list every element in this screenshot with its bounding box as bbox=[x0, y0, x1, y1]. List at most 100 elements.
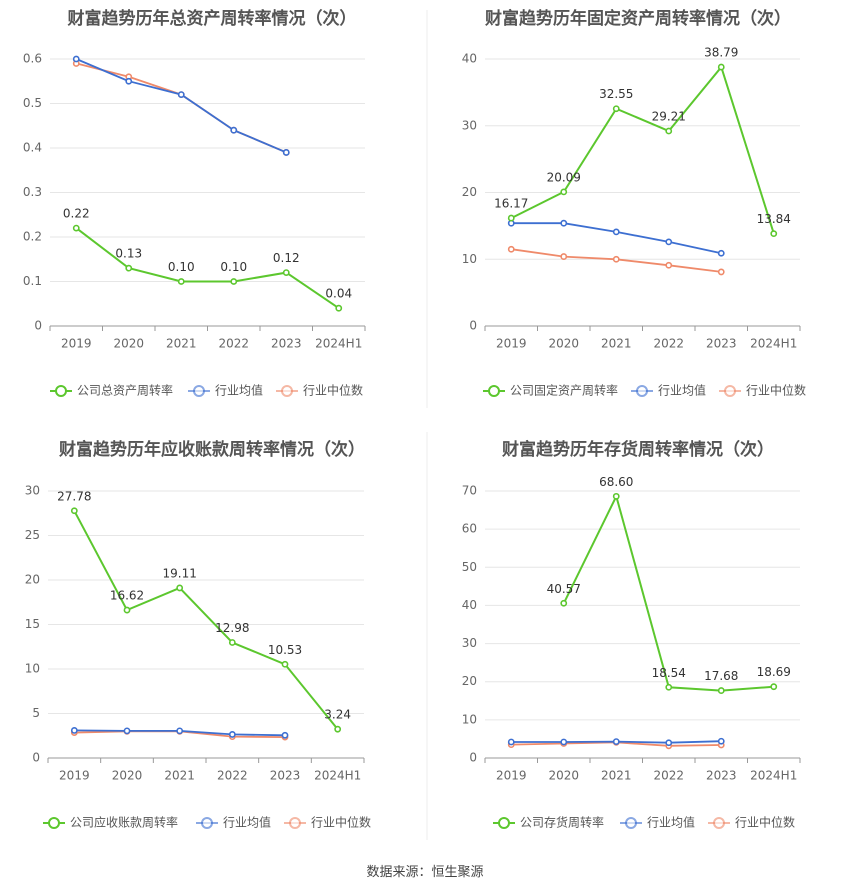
chart-title: 财富趋势历年固定资产周转率情况（次） bbox=[484, 8, 791, 29]
data-point-avg bbox=[72, 55, 80, 63]
x-tick-label: 2019 bbox=[59, 769, 90, 783]
x-tick-label: 2021 bbox=[601, 337, 632, 351]
data-point-avg bbox=[665, 238, 673, 246]
legend-item-avg: 行业均值 bbox=[631, 383, 706, 398]
y-tick-label: 0.4 bbox=[23, 141, 42, 155]
legend-label: 行业均值 bbox=[215, 383, 263, 398]
legend-label: 行业均值 bbox=[647, 815, 695, 830]
chart-title: 财富趋势历年存货周转率情况（次） bbox=[501, 439, 774, 460]
x-tick-label: 2020 bbox=[548, 769, 579, 783]
data-point-company bbox=[665, 683, 673, 691]
data-point-median bbox=[612, 255, 620, 263]
data-label: 20.09 bbox=[547, 170, 581, 184]
legend-swatch-marker bbox=[724, 385, 736, 397]
data-label: 0.04 bbox=[325, 287, 352, 301]
x-tick-label: 2024H1 bbox=[315, 337, 362, 351]
x-tick-label: 2022 bbox=[653, 769, 684, 783]
data-point-company bbox=[177, 278, 185, 285]
data-label: 38.79 bbox=[704, 46, 738, 60]
data-point-avg bbox=[560, 738, 568, 746]
legend-swatch-marker bbox=[193, 385, 205, 397]
y-tick-label: 0 bbox=[469, 319, 477, 333]
data-point-avg bbox=[125, 77, 133, 85]
legend-item-company: 公司固定资产周转率 bbox=[483, 383, 618, 398]
data-label: 16.62 bbox=[110, 589, 144, 603]
data-point-company bbox=[560, 599, 568, 607]
x-tick-label: 2024H1 bbox=[750, 337, 797, 351]
data-point-avg bbox=[230, 126, 238, 134]
x-tick-label: 2019 bbox=[496, 769, 527, 783]
x-tick-label: 2023 bbox=[706, 769, 737, 783]
legend-label: 行业均值 bbox=[658, 383, 706, 398]
data-point-avg bbox=[282, 149, 290, 156]
data-point-company bbox=[230, 278, 238, 285]
data-source: 数据来源：恒生聚源 bbox=[366, 865, 483, 880]
x-tick-label: 2020 bbox=[112, 769, 143, 783]
x-tick-label: 2020 bbox=[113, 337, 144, 351]
data-label: 40.57 bbox=[547, 582, 581, 596]
series-line-company bbox=[73, 510, 339, 730]
data-point-company bbox=[770, 230, 778, 238]
legend-label: 公司存货周转率 bbox=[520, 815, 604, 830]
legend-label: 公司总资产周转率 bbox=[77, 383, 173, 398]
data-label: 18.69 bbox=[757, 665, 791, 679]
data-label: 19.11 bbox=[162, 566, 196, 580]
y-tick-label: 0.1 bbox=[23, 274, 42, 288]
y-tick-label: 0.5 bbox=[23, 96, 42, 110]
y-tick-label: 20 bbox=[25, 573, 40, 587]
data-label: 13.84 bbox=[757, 212, 791, 226]
y-tick-label: 30 bbox=[462, 118, 477, 132]
legend-swatch-marker bbox=[55, 385, 67, 397]
legend-label: 行业中位数 bbox=[735, 815, 795, 830]
series-line-company bbox=[510, 65, 775, 234]
series-line-avg bbox=[511, 222, 722, 255]
data-label: 68.60 bbox=[599, 475, 633, 489]
data-point-median bbox=[507, 245, 515, 253]
y-tick-label: 0.6 bbox=[23, 52, 42, 66]
legend-item-company: 公司存货周转率 bbox=[493, 815, 604, 830]
data-point-avg bbox=[612, 738, 620, 745]
data-point-company bbox=[717, 687, 725, 694]
data-point-company bbox=[282, 269, 290, 276]
legend-item-avg: 行业均值 bbox=[188, 383, 263, 398]
chart-panel-4: 财富趋势历年存货周转率情况（次） 0 10 20 30 40 50 60 70 2019 2020 2… bbox=[462, 439, 801, 830]
y-tick-label: 20 bbox=[462, 185, 477, 199]
data-label: 0.12 bbox=[273, 251, 300, 265]
data-label: 12.98 bbox=[215, 621, 249, 635]
legend-label: 行业均值 bbox=[223, 815, 271, 830]
legend-item-median: 行业中位数 bbox=[719, 383, 806, 398]
x-tick-label: 2020 bbox=[548, 337, 579, 351]
data-point-company bbox=[665, 127, 673, 135]
data-point-company bbox=[507, 214, 515, 222]
y-tick-label: 60 bbox=[462, 522, 477, 536]
y-tick-label: 50 bbox=[462, 560, 477, 574]
legend-label: 公司固定资产周转率 bbox=[510, 383, 618, 398]
data-label: 3.24 bbox=[324, 708, 351, 722]
data-label: 18.54 bbox=[652, 666, 686, 680]
y-tick-label: 40 bbox=[462, 52, 477, 66]
x-tick-label: 2021 bbox=[601, 769, 632, 783]
data-label: 16.17 bbox=[494, 197, 528, 211]
data-label: 0.22 bbox=[63, 207, 90, 221]
legend-swatch-marker bbox=[625, 817, 637, 829]
legend-item-median: 行业中位数 bbox=[708, 815, 795, 830]
legend-swatch-marker bbox=[289, 817, 301, 829]
x-tick-label: 2019 bbox=[496, 337, 527, 351]
y-tick-label: 10 bbox=[462, 252, 477, 266]
legend-swatch-marker bbox=[201, 817, 213, 829]
y-tick-label: 0.3 bbox=[23, 185, 42, 199]
legend-swatch-marker bbox=[488, 385, 500, 397]
data-point-company bbox=[70, 507, 78, 515]
data-point-avg bbox=[281, 731, 289, 739]
data-point-median bbox=[665, 261, 673, 269]
data-label: 0.10 bbox=[220, 260, 247, 274]
legend-swatch-marker bbox=[713, 817, 725, 829]
legend-item-company: 公司总资产周转率 bbox=[50, 383, 173, 398]
legend-item-median: 行业中位数 bbox=[284, 815, 371, 830]
y-tick-label: 0 bbox=[469, 751, 477, 765]
chart-title: 财富趋势历年总资产周转率情况（次） bbox=[67, 8, 357, 29]
legend-item-company: 公司应收账款周转率 bbox=[43, 815, 178, 830]
y-tick-label: 0 bbox=[32, 751, 40, 765]
data-point-company bbox=[72, 224, 80, 232]
